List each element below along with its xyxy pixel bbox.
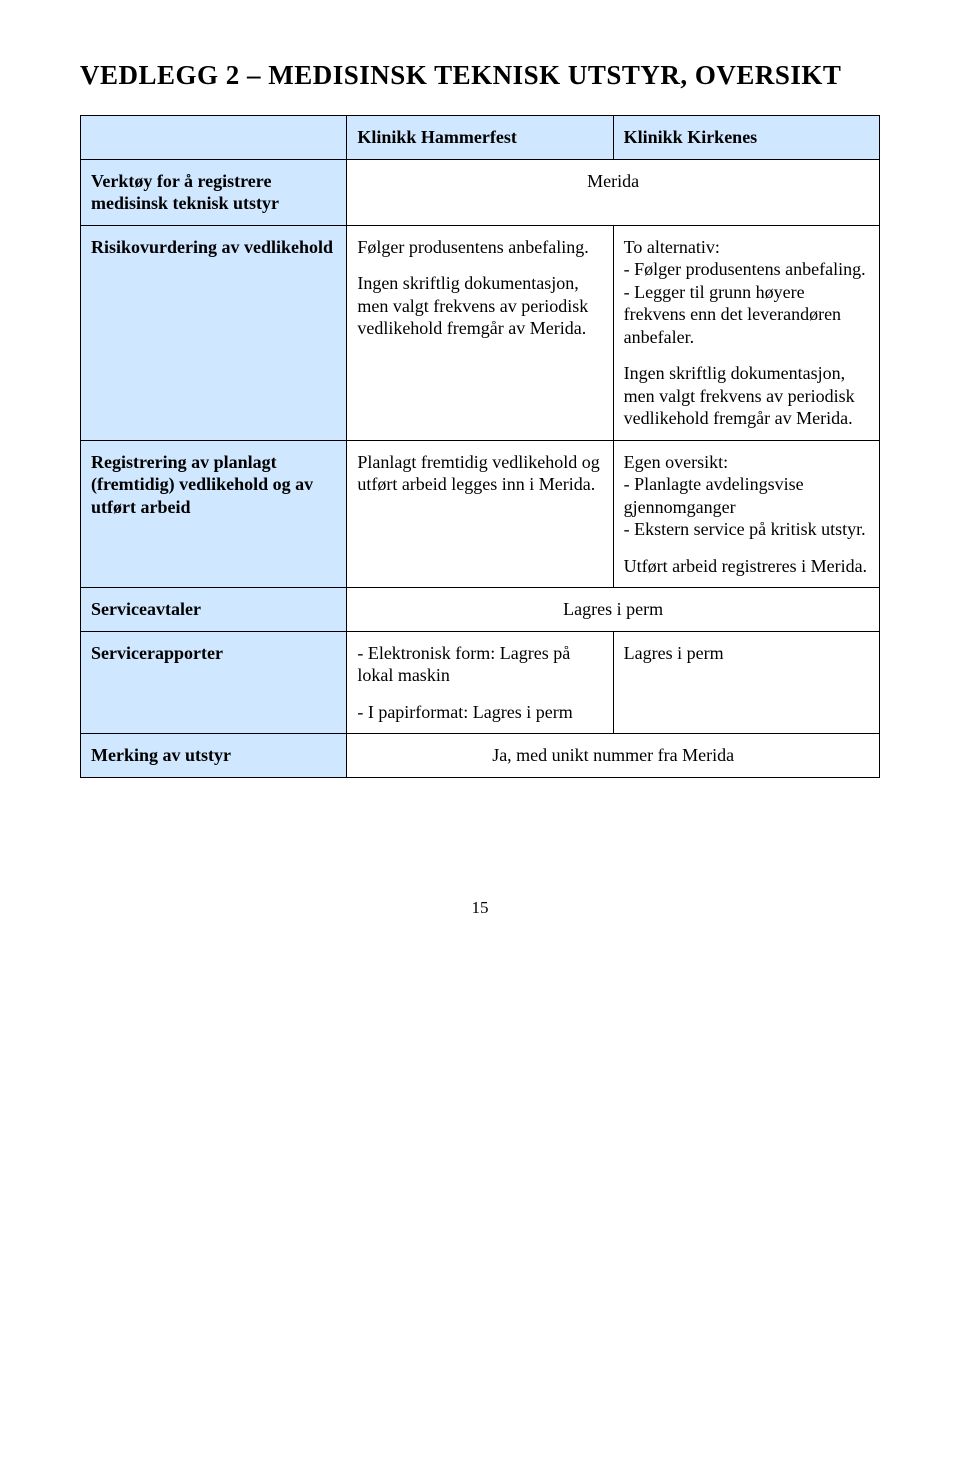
page-title: VEDLEGG 2 – MEDISINSK TEKNISK UTSTYR, OV…	[80, 60, 880, 91]
cell-paragraph: Planlagt fremtidig vedlikehold og utført…	[357, 451, 602, 496]
cell-paragraph: Lagres i perm	[624, 642, 869, 665]
cell-paragraph: - Planlagte avdelingsvise gjennomganger	[624, 473, 869, 518]
row-col3-risiko: To alternativ: - Følger produsentens anb…	[613, 225, 879, 440]
table-row: Verktøy for å registrere medisinsk tekni…	[81, 159, 880, 225]
table-row: Merking av utstyr Ja, med unikt nummer f…	[81, 734, 880, 778]
table-row: Registrering av planlagt (fremtidig) ved…	[81, 440, 880, 588]
cell-paragraph: Ingen skriftlig dokumentasjon, men valgt…	[357, 272, 602, 340]
cell-paragraph: Følger produsentens anbefaling.	[357, 236, 602, 259]
table-row: Risikovurdering av vedlikehold Følger pr…	[81, 225, 880, 440]
row-label-verktoy: Verktøy for å registrere medisinsk tekni…	[81, 159, 347, 225]
cell-paragraph: - Ekstern service på kritisk utstyr.	[624, 518, 869, 541]
header-col2: Klinikk Hammerfest	[347, 116, 613, 160]
row-value-verktoy: Merida	[347, 159, 880, 225]
cell-paragraph: Ingen skriftlig dokumentasjon, men valgt…	[624, 362, 869, 430]
row-label-servicerapporter: Servicerapporter	[81, 631, 347, 734]
cell-paragraph: To alternativ:	[624, 236, 869, 259]
page-number: 15	[80, 898, 880, 918]
cell-paragraph: - Elektronisk form: Lagres på lokal mask…	[357, 642, 602, 687]
row-value-merking: Ja, med unikt nummer fra Merida	[347, 734, 880, 778]
table-row: Serviceavtaler Lagres i perm	[81, 588, 880, 632]
row-value-serviceavtaler: Lagres i perm	[347, 588, 880, 632]
equipment-table: Klinikk Hammerfest Klinikk Kirkenes Verk…	[80, 115, 880, 778]
header-col3: Klinikk Kirkenes	[613, 116, 879, 160]
row-col2-risiko: Følger produsentens anbefaling. Ingen sk…	[347, 225, 613, 440]
row-col2-servicerapporter: - Elektronisk form: Lagres på lokal mask…	[347, 631, 613, 734]
row-label-merking: Merking av utstyr	[81, 734, 347, 778]
row-label-registrering: Registrering av planlagt (fremtidig) ved…	[81, 440, 347, 588]
row-col3-servicerapporter: Lagres i perm	[613, 631, 879, 734]
header-empty	[81, 116, 347, 160]
cell-paragraph: - Følger produsentens anbefaling.	[624, 258, 869, 281]
table-row: Servicerapporter - Elektronisk form: Lag…	[81, 631, 880, 734]
cell-paragraph: - I papirformat: Lagres i perm	[357, 701, 602, 724]
cell-paragraph: Utført arbeid registreres i Merida.	[624, 555, 869, 578]
row-label-risiko: Risikovurdering av vedlikehold	[81, 225, 347, 440]
table-header-row: Klinikk Hammerfest Klinikk Kirkenes	[81, 116, 880, 160]
row-col2-registrering: Planlagt fremtidig vedlikehold og utført…	[347, 440, 613, 588]
cell-paragraph: - Legger til grunn høyere frekvens enn d…	[624, 281, 869, 349]
cell-paragraph: Egen oversikt:	[624, 451, 869, 474]
row-label-serviceavtaler: Serviceavtaler	[81, 588, 347, 632]
row-col3-registrering: Egen oversikt: - Planlagte avdelingsvise…	[613, 440, 879, 588]
